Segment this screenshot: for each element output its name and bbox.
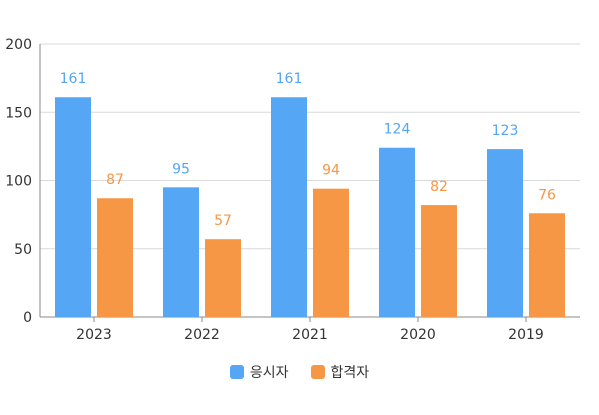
data-label: 76 [538, 187, 556, 203]
bar [529, 213, 565, 317]
data-labels: 161 87 95 57 161 94 124 82 123 76 [60, 71, 556, 229]
x-tick-label: 2022 [184, 327, 220, 343]
data-label: 123 [492, 123, 519, 139]
data-label: 94 [322, 163, 340, 179]
legend-swatch [310, 365, 325, 379]
y-tick-label: 50 [14, 242, 32, 258]
bars [55, 97, 565, 317]
bar [313, 188, 349, 317]
data-label: 82 [430, 179, 448, 195]
bar [163, 187, 199, 317]
y-tick-label: 150 [5, 105, 32, 121]
x-tick-label: 2023 [76, 327, 112, 343]
x-tick-label: 2021 [292, 327, 328, 343]
y-tick-label: 100 [5, 174, 32, 190]
data-label: 87 [106, 172, 124, 188]
data-label: 124 [384, 122, 411, 138]
legend-label: 응시자 [249, 365, 289, 381]
x-tick-label: 2020 [400, 327, 436, 343]
data-label: 57 [214, 213, 232, 229]
data-label: 161 [276, 71, 303, 87]
bar [205, 239, 241, 317]
bar [97, 198, 133, 317]
bar [487, 149, 523, 317]
legend-swatch [229, 365, 244, 379]
y-tick-label: 200 [5, 37, 32, 53]
bar [421, 205, 457, 317]
data-label: 95 [172, 161, 190, 177]
legend: 응시자 합격자 [0, 362, 599, 382]
legend-item-series-1[interactable]: 응시자 [229, 362, 289, 382]
bar [271, 97, 307, 317]
legend-label: 합격자 [330, 365, 370, 381]
x-tick-label: 2019 [508, 327, 544, 343]
data-label: 161 [60, 71, 87, 87]
y-tick-label: 0 [23, 310, 32, 326]
bar [55, 97, 91, 317]
bar [379, 147, 415, 317]
legend-item-series-2[interactable]: 합격자 [310, 362, 370, 382]
